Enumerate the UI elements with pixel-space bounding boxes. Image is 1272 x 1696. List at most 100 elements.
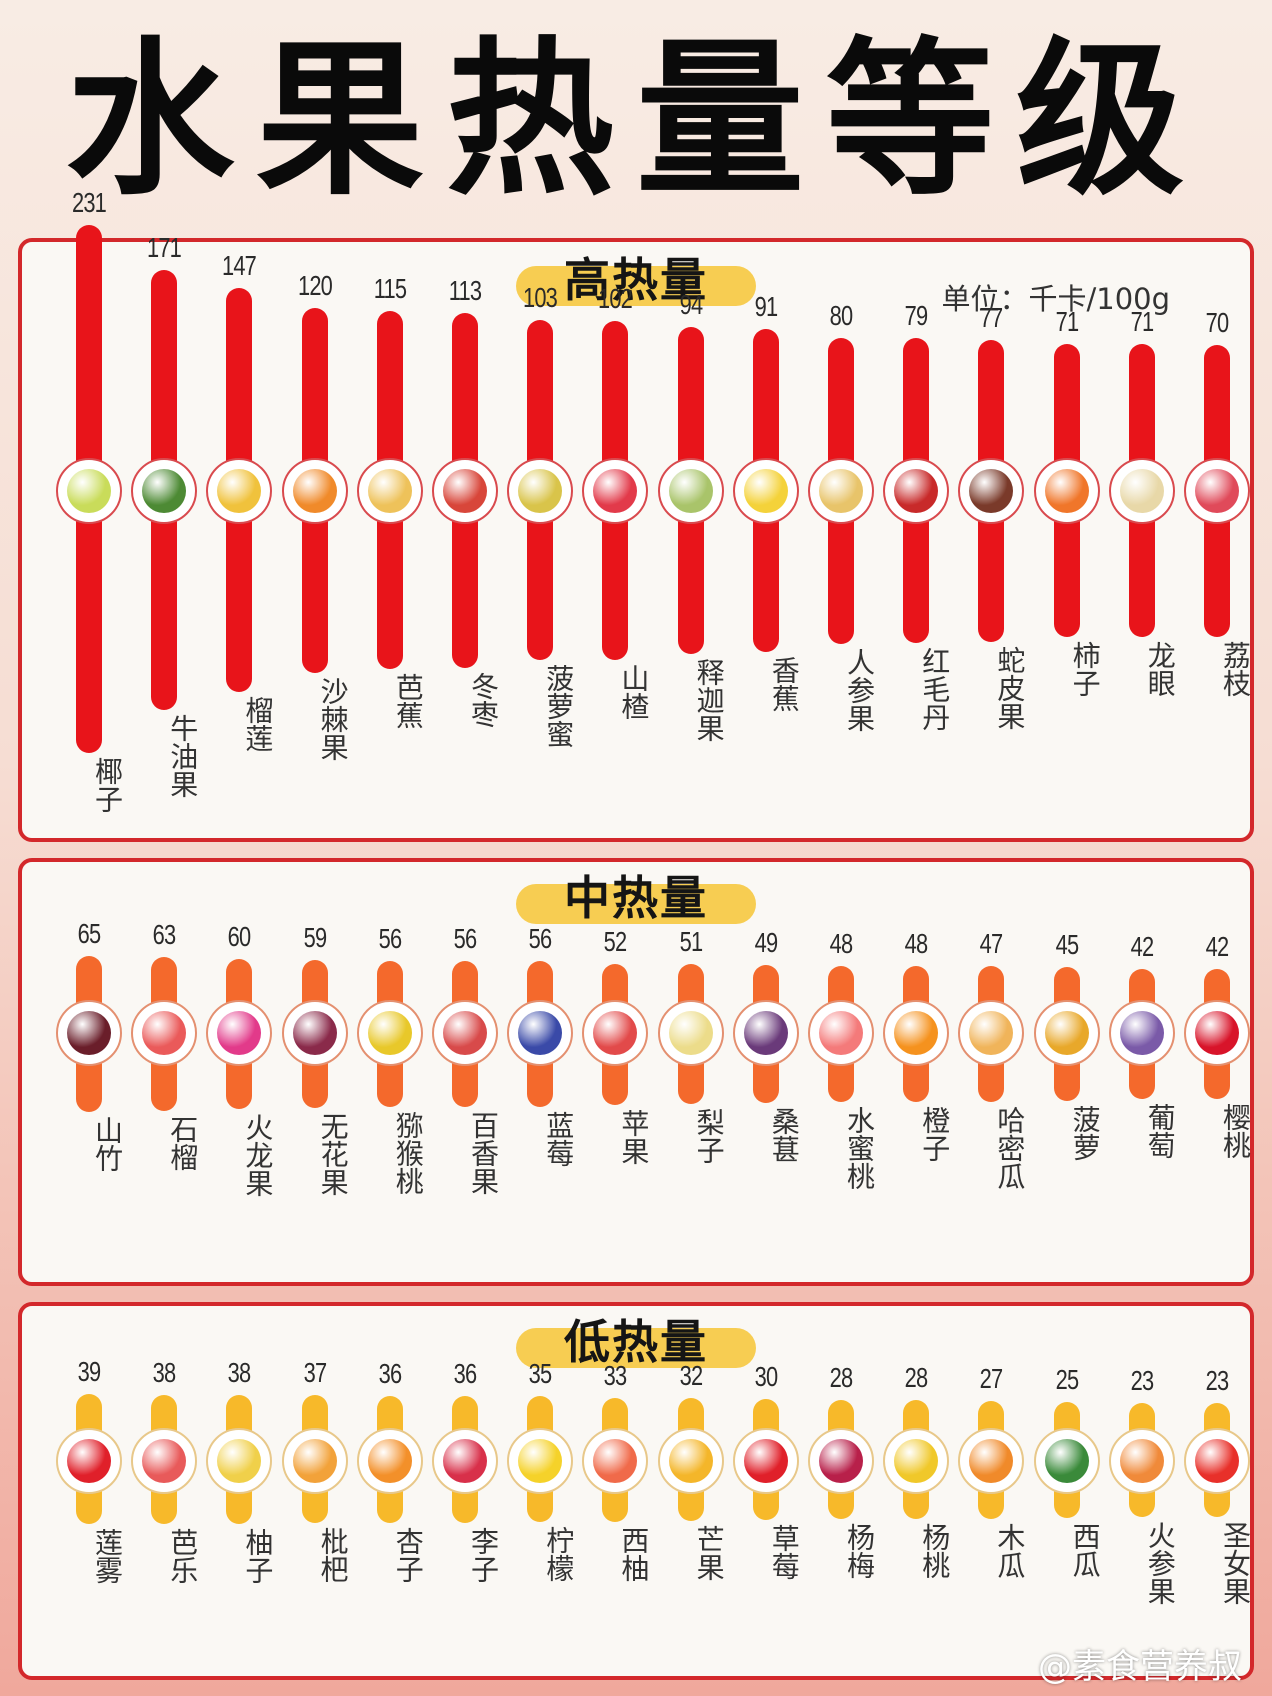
fruit-name: 人参果 [843, 647, 876, 732]
bar-column: 115 芭蕉 [355, 242, 425, 838]
fruit-icon [1119, 1011, 1164, 1055]
section-title: 中热量 [564, 871, 708, 925]
fruit-name: 椰子 [91, 756, 124, 813]
panel-high-calorie: 高热量 单位：千卡/100g 231 椰子 171 牛油果 147 榴莲 120 沙棘果 115… [18, 187, 1254, 842]
unit-label: 单位：千卡/100g [941, 282, 1170, 316]
fruit-icon [292, 1439, 337, 1483]
fruit-name: 李子 [467, 1526, 500, 1583]
fruit-icon [743, 1011, 788, 1055]
calorie-value: 32 [679, 1360, 703, 1392]
calorie-value: 65 [77, 918, 102, 950]
fruit-icon-circle [808, 1000, 874, 1066]
calorie-value: 80 [829, 299, 854, 331]
fruit-icon [367, 1439, 412, 1483]
fruit-icon [1044, 1011, 1089, 1055]
fruit-name: 石榴 [166, 1114, 200, 1171]
bar-column: 113 冬枣 [430, 242, 500, 838]
calorie-value: 25 [1055, 1363, 1079, 1395]
fruit-icon-circle [958, 1428, 1025, 1494]
fruit-icon-circle [356, 1000, 423, 1066]
calorie-value: 59 [303, 921, 327, 953]
section-title: 高热量 [564, 253, 708, 307]
fruit-icon [292, 469, 337, 513]
bar-column: 45 菠萝 [1032, 862, 1102, 1282]
calorie-value: 48 [829, 927, 854, 959]
fruit-icon-circle [432, 1428, 498, 1494]
fruit-icon-circle [1033, 1000, 1100, 1066]
fruit-name: 橙子 [918, 1106, 952, 1163]
fruit-icon [593, 1011, 638, 1055]
fruit-icon-circle [1184, 458, 1250, 524]
bar-column: 71 龙眼 [1107, 242, 1177, 838]
fruit-icon-circle [582, 1428, 649, 1494]
panel-low-calorie: 低热量 39 莲雾 38 芭乐 38 柚子 37 枇杷 36 杏子 36 李子 35 柠檬 33 西柚 32 芒果… [18, 1302, 1254, 1680]
fruit-icon [217, 1439, 262, 1483]
main-title: 水果热量等级 [66, 20, 1206, 218]
calorie-value: 23 [1205, 1365, 1230, 1396]
fruit-name: 猕猴桃 [391, 1110, 425, 1195]
fruit-icon-circle [432, 458, 498, 524]
fruit-icon-circle [281, 1000, 348, 1066]
fruit-icon [518, 469, 563, 513]
fruit-icon-circle [131, 1428, 198, 1494]
calorie-value: 52 [604, 925, 628, 957]
fruit-icon [367, 469, 412, 513]
calorie-value: 28 [904, 1362, 929, 1394]
fruit-icon [1044, 469, 1089, 513]
bar-column: 52 苹果 [580, 862, 650, 1282]
fruit-name: 杨梅 [843, 1523, 876, 1580]
fruit-icon-circle [657, 1428, 724, 1494]
fruit-icon-circle [356, 458, 423, 524]
calorie-value: 60 [228, 921, 252, 953]
fruit-name: 火参果 [1143, 1521, 1177, 1605]
fruit-name: 牛油果 [166, 713, 200, 798]
fruit-name: 枇杷 [316, 1527, 350, 1584]
calorie-value: 23 [1130, 1365, 1154, 1396]
fruit-icon-circle [131, 1000, 198, 1066]
calorie-value: 30 [754, 1361, 778, 1393]
calorie-value: 113 [448, 274, 482, 306]
bar-column: 37 枇杷 [280, 1306, 350, 1676]
calorie-value: 36 [453, 1357, 478, 1389]
calorie-value: 47 [980, 928, 1004, 960]
fruit-icon-circle [507, 1000, 574, 1066]
fruit-icon-circle [507, 1428, 574, 1494]
bar-column: 39 莲雾 [54, 1306, 124, 1676]
bar-column: 56 百香果 [430, 862, 500, 1282]
fruit-name: 莲雾 [91, 1528, 124, 1585]
fruit-icon [894, 1011, 939, 1055]
fruit-icon [1195, 469, 1239, 513]
fruit-icon-circle [131, 458, 198, 524]
bar-column: 80 人参果 [806, 242, 876, 838]
fruit-icon-circle [1108, 1428, 1175, 1494]
fruit-icon-circle [958, 1000, 1025, 1066]
calorie-value: 94 [679, 289, 703, 321]
bar-column: 102 山楂 [580, 242, 650, 838]
fruit-name: 释迦果 [692, 657, 726, 742]
fruit-name: 芭乐 [166, 1527, 200, 1584]
bar-column: 42 樱桃 [1182, 862, 1252, 1282]
calorie-value: 49 [754, 927, 778, 959]
calorie-value: 77 [980, 301, 1004, 333]
bar-column: 30 草莓 [731, 1306, 801, 1676]
fruit-name: 樱桃 [1219, 1103, 1252, 1159]
fruit-icon-circle [958, 458, 1025, 524]
fruit-icon-circle [582, 1000, 649, 1066]
calorie-value: 79 [904, 300, 929, 332]
fruit-name: 杏子 [391, 1526, 425, 1583]
fruit-icon-circle [732, 1428, 799, 1494]
bar-column: 28 杨梅 [806, 1306, 876, 1676]
fruit-icon [743, 469, 788, 513]
fruit-name: 菠萝蜜 [542, 664, 576, 749]
fruit-name: 芒果 [692, 1525, 726, 1582]
bar-column: 60 火龙果 [204, 862, 274, 1282]
calorie-value: 91 [754, 291, 778, 323]
fruit-name: 水蜜桃 [843, 1106, 876, 1191]
fruit-icon [67, 469, 111, 513]
calorie-value: 48 [904, 927, 929, 959]
calorie-value: 102 [598, 283, 633, 315]
panel-medium-calorie: 中热量 65 山竹 63 石榴 60 火龙果 59 无花果 56 猕猴桃 56 百香果 56 蓝莓 52 苹果… [18, 858, 1254, 1286]
bar-column: 70 荔枝 [1182, 242, 1252, 838]
bar-column: 36 李子 [430, 1306, 500, 1676]
fruit-icon-circle [1033, 458, 1100, 524]
